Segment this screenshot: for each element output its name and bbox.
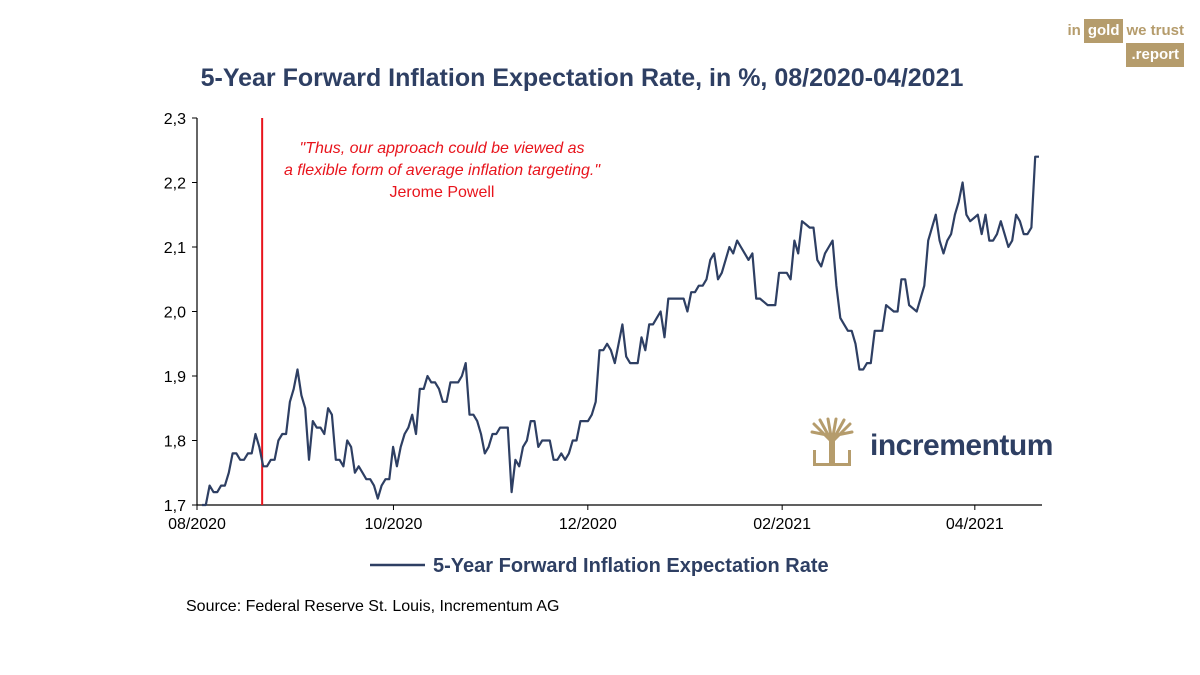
x-tick-label: 10/2020	[365, 516, 423, 533]
chart-title: 5-Year Forward Inflation Expectation Rat…	[201, 64, 964, 92]
brand-row-2: .report	[1067, 43, 1184, 67]
legend: 5-Year Forward Inflation Expectation Rat…	[370, 555, 829, 577]
brand-report: .report	[1126, 43, 1184, 67]
annotation-quote-line-2: a flexible form of average inflation tar…	[284, 162, 601, 179]
annotation-author: Jerome Powell	[390, 184, 495, 201]
legend-label: 5-Year Forward Inflation Expectation Rat…	[433, 555, 829, 577]
y-tick-label: 2,1	[164, 240, 186, 257]
x-ticks: 08/2020 10/2020 12/2020 02/2021 04/2021	[168, 505, 1004, 533]
x-tick-label: 04/2021	[946, 516, 1004, 533]
y-tick-label: 1,8	[164, 434, 186, 451]
y-tick-label: 2,3	[164, 111, 186, 128]
brand-gold: gold	[1083, 19, 1124, 43]
source-note: Source: Federal Reserve St. Louis, Incre…	[186, 598, 560, 615]
in-gold-we-trust-badge: in gold we trust .report	[1067, 19, 1184, 67]
y-tick-label: 2,2	[164, 176, 186, 193]
incrementum-logo: incrementum	[810, 417, 1053, 466]
y-tick-label: 2,0	[164, 305, 186, 322]
x-tick-label: 08/2020	[168, 516, 226, 533]
annotation-quote-line-1: "Thus, our approach could be viewed as	[300, 140, 585, 157]
plot-area: 1,7 1,8 1,9 2,0 2,1 2,2 2,3 08/2020 10/2020 12/2…	[164, 111, 1042, 533]
series-line-inflation-expectation	[202, 155, 1039, 507]
brand-we-trust: we trust	[1126, 22, 1184, 39]
y-tick-label: 1,7	[164, 498, 186, 515]
y-tick-label: 1,9	[164, 369, 186, 386]
x-tick-label: 02/2021	[753, 516, 811, 533]
y-ticks: 1,7 1,8 1,9 2,0 2,1 2,2 2,3	[164, 111, 197, 515]
brand-row-1: in gold we trust	[1067, 19, 1184, 43]
tree-icon	[810, 417, 854, 466]
logo-wordmark: incrementum	[870, 429, 1053, 462]
brand-in: in	[1067, 22, 1081, 39]
x-tick-label: 12/2020	[559, 516, 617, 533]
